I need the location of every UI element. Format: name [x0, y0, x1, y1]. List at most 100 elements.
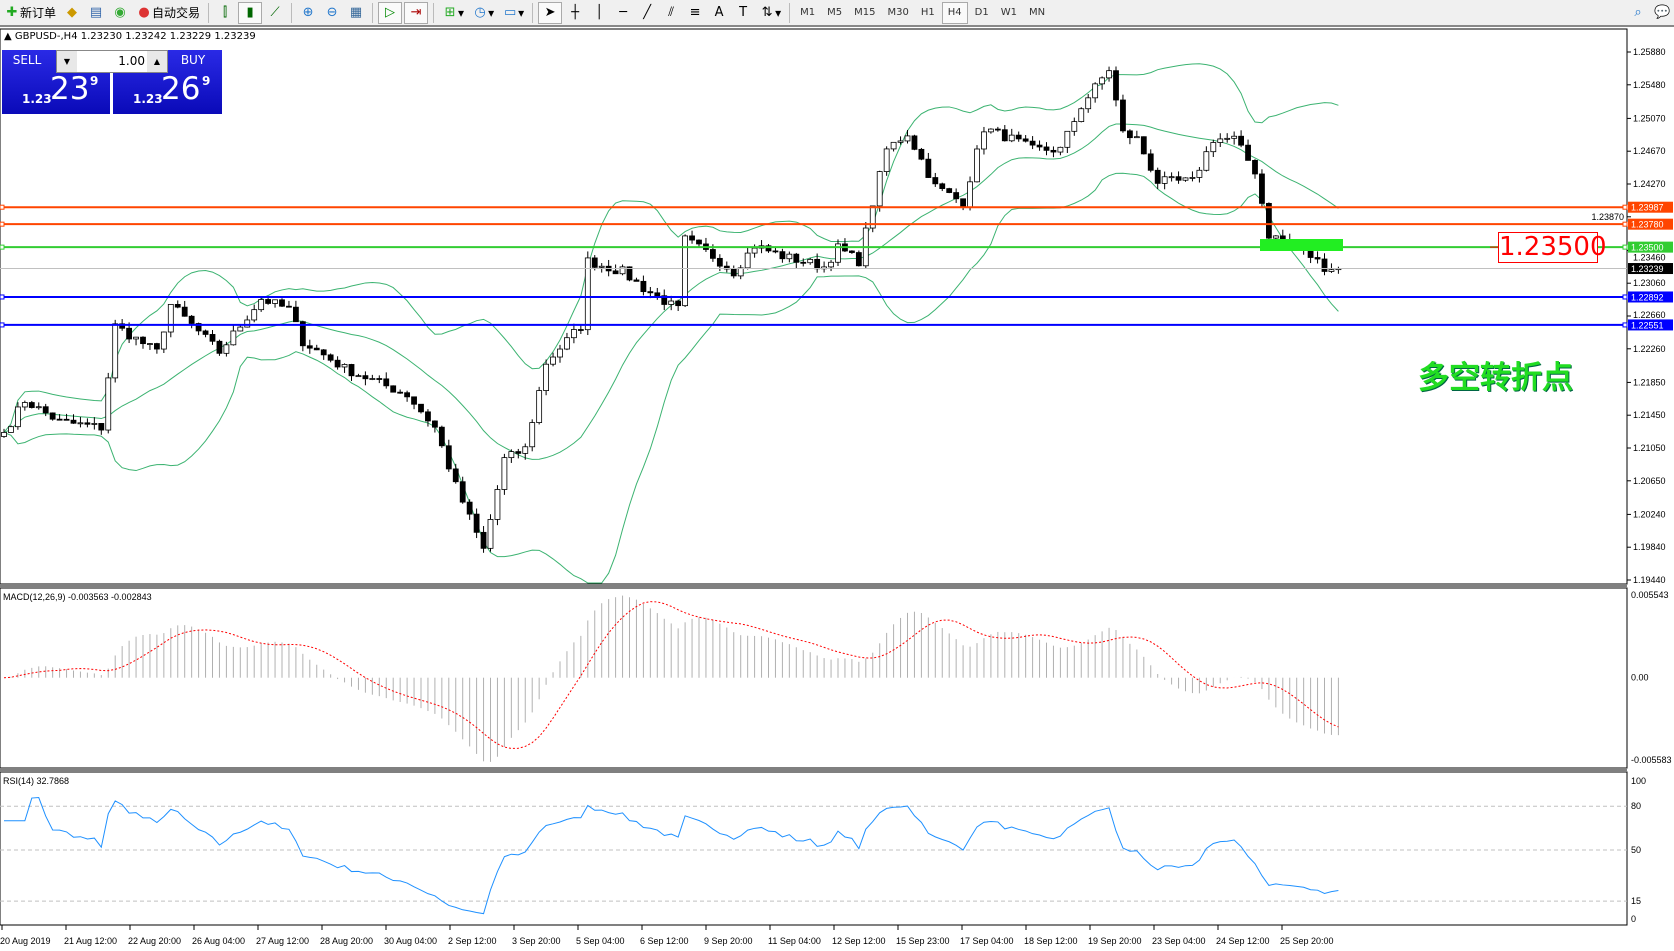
divider [372, 2, 374, 23]
periods-button[interactable]: ◷ ▾ [469, 2, 497, 24]
market-watch-button[interactable]: ◆ [61, 2, 83, 24]
candle-body [348, 364, 355, 377]
candle-body [751, 247, 758, 254]
candle [452, 463, 459, 484]
timeframe-m15[interactable]: M15 [854, 7, 876, 18]
candle [911, 134, 918, 151]
candle [633, 277, 640, 282]
candle [876, 170, 883, 212]
timeframe-w1[interactable]: W1 [1000, 7, 1017, 18]
search-button[interactable]: ⌕ [1627, 2, 1649, 24]
navigator-button[interactable]: ▤ [85, 2, 107, 24]
candle [1321, 253, 1328, 276]
level-price-label: 1.23780 [1631, 220, 1664, 230]
sell-label: SELL [12, 53, 42, 67]
fibonacci-button[interactable]: ≡ [684, 2, 706, 24]
candle [1335, 266, 1342, 274]
candles [1, 66, 1342, 553]
lot-size-stepper[interactable]: ▼ 1.00 ▲ [56, 50, 168, 73]
candle [1196, 167, 1203, 183]
templates-button[interactable]: ▭ ▾ [503, 4, 525, 20]
autoscroll-button[interactable]: ▷ [378, 1, 403, 24]
candle [612, 264, 619, 275]
chat-icon: 💬 [1654, 4, 1671, 20]
timeframe-h1[interactable]: H1 [920, 7, 935, 18]
trendline-button[interactable]: ╱ [636, 2, 658, 24]
candle [348, 363, 355, 381]
time-label: 23 Sep 04:00 [1152, 936, 1206, 946]
candle-body [1099, 77, 1105, 85]
lot-increase-button[interactable]: ▲ [147, 51, 167, 72]
candle [418, 403, 424, 414]
candle [77, 416, 84, 428]
arrows-button[interactable]: ⇅ ▾ [756, 2, 784, 24]
timeframe-h4[interactable]: H4 [941, 1, 968, 24]
bar-chart-icon: ⫿ [222, 4, 228, 20]
horizontal-line-button[interactable]: ─ [612, 2, 634, 24]
candle [890, 141, 897, 152]
chat-button[interactable]: 💬 [1651, 2, 1673, 24]
candle-body [1321, 258, 1328, 272]
candle-body [890, 141, 897, 150]
text-button[interactable]: A [708, 2, 730, 24]
chart-shift-button[interactable]: ⇥ [404, 1, 429, 24]
candle-body [591, 257, 598, 268]
text-label-button[interactable]: T [732, 2, 754, 24]
candle [918, 147, 925, 161]
level-price-tag [1628, 319, 1673, 331]
candle-body [320, 349, 327, 356]
candle [953, 188, 960, 203]
vertical-line-button[interactable]: │ [588, 2, 610, 24]
timeframe-d1[interactable]: D1 [974, 7, 989, 18]
cursor-button[interactable]: ➤ [538, 1, 563, 24]
candle [591, 255, 598, 271]
zoom-out-button[interactable]: ⊖ [321, 2, 343, 24]
timeframe-m1[interactable]: M1 [800, 7, 816, 18]
equidistant-channel-button[interactable]: ⫽ [660, 2, 682, 24]
candle [689, 230, 695, 244]
candle [445, 439, 452, 472]
zoom-in-button[interactable]: ⊕ [297, 2, 319, 24]
auto-trading-button[interactable]: ● 自动交易 [133, 2, 203, 24]
candle [515, 448, 522, 459]
time-label: 17 Sep 04:00 [960, 936, 1014, 946]
level-handle [0, 322, 5, 328]
candle-body [1217, 138, 1224, 143]
candle [334, 356, 341, 370]
candle [1085, 94, 1092, 113]
symbol-info: ▲ GBPUSD-,H4 1.23230 1.23242 1.23229 1.2… [4, 31, 256, 42]
candle [341, 363, 348, 373]
lot-decrease-button[interactable]: ▼ [57, 51, 77, 72]
bar-chart-button[interactable]: ⫿ [214, 2, 236, 24]
candle-body [21, 402, 28, 408]
level-price-tag [1628, 218, 1673, 230]
buy-price-prefix: 1.23 [133, 92, 163, 106]
candle [112, 319, 119, 383]
crosshair-button[interactable]: ┼ [564, 2, 586, 24]
candle-body [814, 258, 821, 270]
candle-body [598, 265, 605, 268]
time-label: 30 Aug 04:00 [384, 936, 437, 946]
timeframe-m30[interactable]: M30 [887, 7, 909, 18]
level-handle [1622, 221, 1628, 227]
candle [355, 373, 362, 378]
candle-body [981, 131, 987, 150]
time-label: 26 Aug 04:00 [192, 936, 245, 946]
signals-button[interactable]: ◉ [109, 2, 131, 24]
lot-size-input[interactable]: 1.00 [118, 54, 145, 68]
tile-windows-button[interactable]: ▦ [345, 2, 367, 24]
new-order-button[interactable]: ✚ 新订单 [1, 2, 59, 24]
candle-body [640, 280, 647, 293]
line-chart-button[interactable]: ⟋ [264, 2, 286, 24]
candle-body [265, 299, 272, 304]
timeframe-m5[interactable]: M5 [827, 7, 843, 18]
candle [431, 420, 438, 433]
candlestick-button[interactable]: ▮ [238, 1, 263, 24]
indicators-button[interactable]: ⊞ ▾ [439, 2, 467, 24]
current-price-tag [1628, 263, 1673, 275]
candle [84, 418, 91, 428]
timeframe-mn[interactable]: MN [1028, 7, 1046, 18]
candle [153, 342, 160, 354]
candle [571, 323, 577, 344]
chart-area[interactable]: 1.258801.254801.250701.246701.242701.238… [0, 28, 1674, 951]
